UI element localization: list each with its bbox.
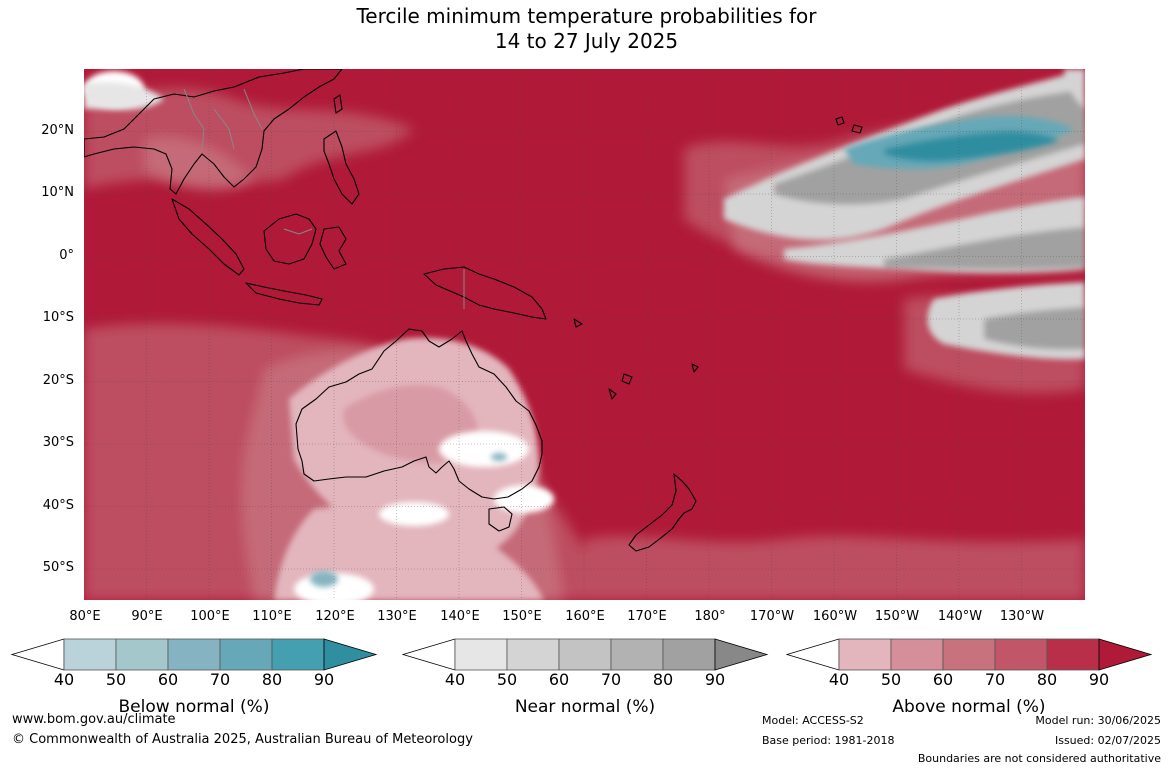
lon-label-100e: 100°E bbox=[190, 609, 230, 624]
lat-label-40s: 40°S bbox=[42, 498, 74, 513]
cbar-above-tick-70: 70 bbox=[984, 670, 1006, 689]
map-canvas bbox=[84, 69, 1085, 600]
footer-base-period: Base period: 1981-2018 bbox=[762, 734, 895, 747]
colorbar-near-normal-bin-5 bbox=[662, 638, 716, 671]
lon-label-170w: 170°W bbox=[749, 609, 795, 624]
hawaii-coast bbox=[835, 116, 863, 134]
colorbar-above-normal-bin-5 bbox=[1046, 638, 1100, 671]
colorbar-near-normal-bin-1 bbox=[454, 638, 508, 671]
map-title-line1: Tercile minimum temperature probabilitie… bbox=[356, 4, 817, 28]
colorbar-below-normal-bin-4 bbox=[219, 638, 273, 671]
cbar-above-tick-50: 50 bbox=[880, 670, 902, 689]
colorbar-below-normal bbox=[10, 638, 378, 671]
cbar-near-tick-90: 90 bbox=[704, 670, 726, 689]
cbar-near-tick-50: 50 bbox=[496, 670, 518, 689]
lon-label-120e: 120°E bbox=[315, 609, 355, 624]
colorbar-near-normal-bin-3 bbox=[558, 638, 612, 671]
lon-label-150e: 150°E bbox=[502, 609, 542, 624]
cbar-near-tick-40: 40 bbox=[444, 670, 466, 689]
lon-label-150w: 150°W bbox=[874, 609, 920, 624]
colorbar-above-normal-bin-1 bbox=[838, 638, 892, 671]
lon-label-180: 180° bbox=[694, 609, 726, 624]
footer-model: Model: ACCESS-S2 bbox=[762, 714, 864, 727]
colorbar-above-normal-bin-2 bbox=[890, 638, 944, 671]
footer-disclaimer: Boundaries are not considered authoritat… bbox=[917, 752, 1161, 765]
lat-label-10s: 10°S bbox=[42, 310, 74, 325]
footer-issued: Issued: 02/07/2025 bbox=[1054, 734, 1161, 747]
cbar-below-tick-90: 90 bbox=[313, 670, 335, 689]
tasmania-coast bbox=[488, 506, 513, 532]
colorbar-below-normal-bin-3 bbox=[167, 638, 221, 671]
colorbar-near-normal bbox=[401, 638, 769, 671]
colorbar-near-normal-bin-2 bbox=[506, 638, 560, 671]
colorbar-near-normal-max bbox=[714, 638, 769, 671]
australia-coast bbox=[295, 328, 543, 500]
map-title-line2: 14 to 27 July 2025 bbox=[494, 29, 679, 53]
footer-copyright: © Commonwealth of Australia 2025, Austra… bbox=[12, 732, 473, 747]
colorbar-above-normal-max bbox=[1098, 638, 1153, 671]
below-normal-tropical-patches bbox=[844, 116, 1074, 169]
footer-website: www.bom.gov.au/climate bbox=[12, 712, 176, 727]
cbar-below-tick-60: 60 bbox=[157, 670, 179, 689]
cbar-below-title: Below normal (%) bbox=[118, 697, 270, 717]
country-borders bbox=[183, 88, 465, 309]
colorbar-below-normal-bin-5 bbox=[271, 638, 325, 671]
lat-label-20n: 20°N bbox=[41, 123, 74, 138]
colorbar-near-normal-min bbox=[401, 638, 456, 671]
lon-label-110e: 110°E bbox=[252, 609, 292, 624]
lat-label-30s: 30°S bbox=[42, 435, 74, 450]
colorbar-above-normal-bin-4 bbox=[994, 638, 1048, 671]
colorbar-near-normal-bin-4 bbox=[610, 638, 664, 671]
cbar-near-tick-80: 80 bbox=[652, 670, 674, 689]
lat-label-50s: 50°S bbox=[42, 560, 74, 575]
footer-model-run: Model run: 30/06/2025 bbox=[1035, 714, 1161, 727]
new-zealand-coast bbox=[628, 473, 697, 552]
cbar-below-tick-40: 40 bbox=[53, 670, 75, 689]
colorbar-above-normal-bin-3 bbox=[942, 638, 996, 671]
lon-label-160e: 160°E bbox=[565, 609, 605, 624]
lon-label-160w: 160°W bbox=[812, 609, 858, 624]
cbar-below-tick-50: 50 bbox=[105, 670, 127, 689]
lon-label-130w: 130°W bbox=[999, 609, 1045, 624]
lon-label-140w: 140°W bbox=[937, 609, 983, 624]
sumatra-coast bbox=[171, 198, 245, 276]
cbar-near-title: Near normal (%) bbox=[514, 697, 656, 717]
lon-label-90e: 90°E bbox=[131, 609, 163, 624]
cbar-below-tick-80: 80 bbox=[261, 670, 283, 689]
asia-mainland-coast bbox=[84, 69, 343, 195]
probability-map bbox=[84, 69, 1085, 600]
cbar-near-tick-60: 60 bbox=[548, 670, 570, 689]
graticule bbox=[84, 69, 1085, 600]
colorbar-above-normal bbox=[785, 638, 1153, 671]
lon-label-130e: 130°E bbox=[377, 609, 417, 624]
lon-label-140e: 140°E bbox=[440, 609, 480, 624]
cbar-below-tick-70: 70 bbox=[209, 670, 231, 689]
philippines-coast bbox=[323, 130, 360, 205]
cbar-above-tick-60: 60 bbox=[932, 670, 954, 689]
colorbar-below-normal-bin-1 bbox=[63, 638, 117, 671]
map-title: Tercile minimum temperature probabilitie… bbox=[0, 4, 1173, 54]
lon-label-80e: 80°E bbox=[69, 609, 101, 624]
taiwan-coast bbox=[333, 94, 343, 114]
lat-label-equator: 0° bbox=[59, 248, 74, 263]
colorbar-below-normal-min bbox=[10, 638, 65, 671]
sulawesi-coast bbox=[319, 226, 347, 270]
below-normal-patches bbox=[310, 453, 507, 587]
colorbar-above-normal-min bbox=[785, 638, 840, 671]
cbar-above-tick-40: 40 bbox=[828, 670, 850, 689]
lat-label-20s: 20°S bbox=[42, 373, 74, 388]
lon-label-170e: 170°E bbox=[627, 609, 667, 624]
cbar-above-title: Above normal (%) bbox=[892, 697, 1046, 717]
cbar-above-tick-80: 80 bbox=[1036, 670, 1058, 689]
colorbar-below-normal-max bbox=[323, 638, 378, 671]
java-coast bbox=[245, 282, 323, 306]
colorbar-below-normal-bin-2 bbox=[115, 638, 169, 671]
cbar-above-tick-90: 90 bbox=[1088, 670, 1110, 689]
borneo-coast bbox=[263, 213, 317, 265]
lat-label-10n: 10°N bbox=[41, 185, 74, 200]
cbar-near-tick-70: 70 bbox=[600, 670, 622, 689]
